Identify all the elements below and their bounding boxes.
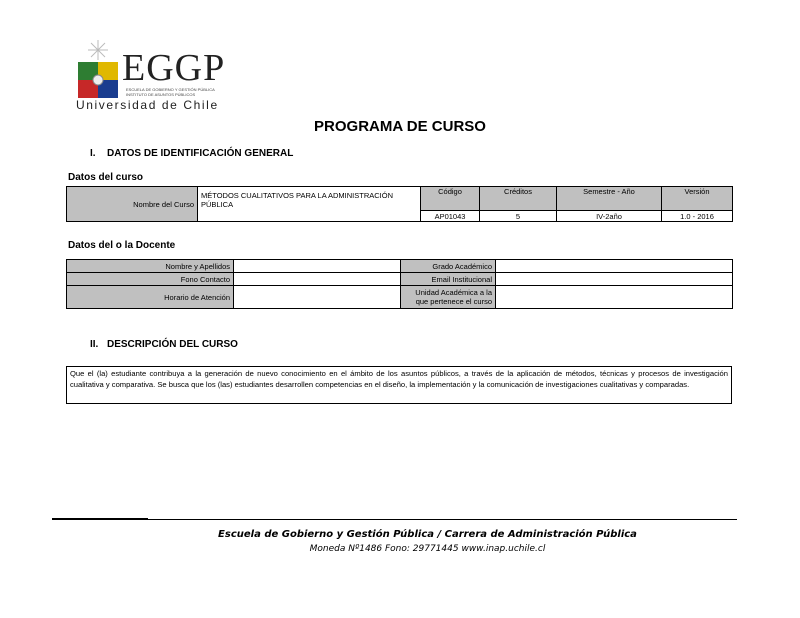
page-title: PROGRAMA DE CURSO bbox=[314, 118, 486, 135]
email-value bbox=[495, 272, 733, 286]
section-1-title: DATOS DE IDENTIFICACIÓN GENERAL bbox=[107, 148, 294, 159]
teacher-table: Nombre y Apellidos Grado Académico Fono C… bbox=[66, 259, 733, 309]
logo: EGGP ESCUELA DE GOBIERNO Y GESTIÓN PÚBLI… bbox=[74, 38, 234, 114]
logo-small-1: ESCUELA DE GOBIERNO Y GESTIÓN PÚBLICA bbox=[126, 87, 215, 92]
logo-subtitle: Universidad de Chile bbox=[76, 98, 219, 112]
name-value bbox=[233, 259, 401, 273]
course-name: MÉTODOS CUALITATIVOS PARA LA ADMINISTRAC… bbox=[197, 186, 421, 222]
section-1-number: I. bbox=[90, 148, 96, 159]
hours-value bbox=[233, 285, 401, 309]
degree-value bbox=[495, 259, 733, 273]
course-description: Que el (la) estudiante contribuya a la g… bbox=[66, 366, 732, 404]
course-table: Nombre del Curso MÉTODOS CUALITATIVOS PA… bbox=[66, 186, 733, 222]
logo-text: EGGP bbox=[122, 50, 226, 86]
version-value: 1.0 - 2016 bbox=[661, 210, 733, 222]
name-label: Nombre y Apellidos bbox=[66, 259, 234, 273]
hours-label: Horario de Atención bbox=[66, 285, 234, 309]
footer-divider-left bbox=[52, 518, 148, 519]
credits-header: Créditos bbox=[479, 186, 557, 211]
teacher-heading: Datos del o la Docente bbox=[68, 240, 176, 251]
unit-value bbox=[495, 285, 733, 309]
course-heading: Datos del curso bbox=[68, 172, 144, 183]
section-2-title: DESCRIPCIÓN DEL CURSO bbox=[107, 339, 238, 350]
code-header: Código bbox=[420, 186, 480, 211]
footer-line-2: Moneda Nº1486 Fono: 29771445 www.inap.uc… bbox=[309, 544, 546, 554]
credits-value: 5 bbox=[479, 210, 557, 222]
phone-value bbox=[233, 272, 401, 286]
university-crest-icon bbox=[78, 40, 118, 98]
code-value: AP01043 bbox=[420, 210, 480, 222]
semester-header: Semestre - Año bbox=[556, 186, 662, 211]
footer-divider bbox=[52, 519, 737, 520]
phone-label: Fono Contacto bbox=[66, 272, 234, 286]
email-label: Email Institucional bbox=[400, 272, 496, 286]
footer-line-1: Escuela de Gobierno y Gestión Pública / … bbox=[218, 529, 637, 540]
logo-small-2: INSTITUTO DE ASUNTOS PÚBLICOS bbox=[126, 92, 196, 97]
degree-label: Grado Académico bbox=[400, 259, 496, 273]
version-header: Versión bbox=[661, 186, 733, 211]
section-2-number: II. bbox=[90, 339, 99, 350]
semester-value: IV-2año bbox=[556, 210, 662, 222]
unit-label: Unidad Académica a la que pertenece el c… bbox=[400, 285, 496, 309]
course-name-label: Nombre del Curso bbox=[66, 186, 198, 222]
